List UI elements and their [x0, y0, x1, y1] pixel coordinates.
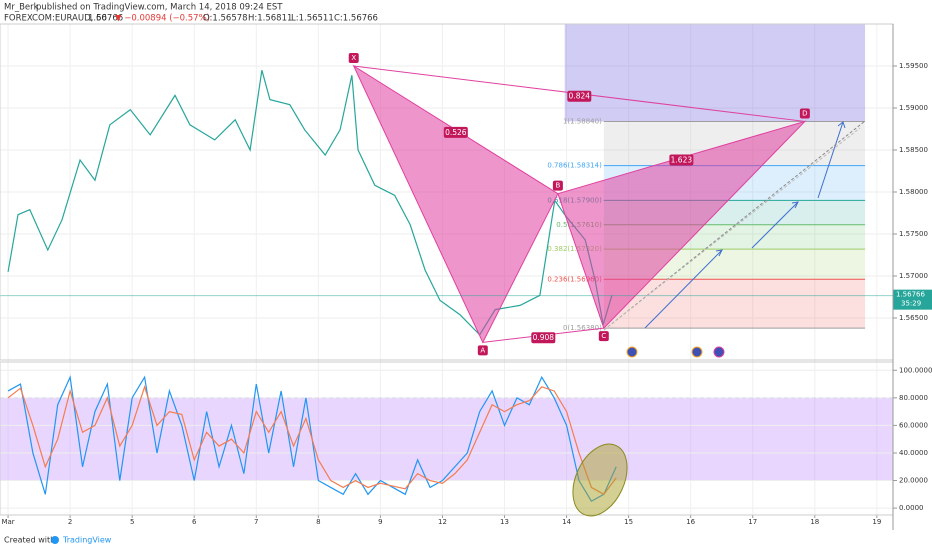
highlight-ellipse	[572, 443, 628, 517]
countdown: 35:29	[901, 300, 921, 308]
open: O:1.56578	[203, 14, 248, 24]
y-tick-label: 40.0000	[899, 449, 928, 457]
y-tick-label: 80.0000	[899, 394, 928, 402]
ratio-label: 0.908	[533, 333, 555, 342]
point-marker	[799, 108, 810, 119]
x-tick-label: 8	[316, 518, 320, 526]
ratio-label: 0.824	[569, 92, 591, 101]
ratio-box	[531, 332, 556, 344]
y-tick-label: 1.59500	[899, 62, 928, 70]
fib-label: 0.786(1.58314)	[547, 162, 602, 170]
event-icon[interactable]	[713, 346, 725, 358]
x-tick-label: 18	[810, 518, 819, 526]
point-label: B	[555, 182, 560, 190]
x-tick-label: 19	[872, 518, 881, 526]
series-line	[7, 70, 613, 336]
x-tick-label: Mar	[1, 518, 14, 526]
series-line	[7, 384, 617, 496]
high: H:1.56811	[248, 14, 292, 24]
y-tick-label: 20.0000	[899, 477, 928, 485]
ratio-box	[443, 126, 468, 138]
y-tick-label: 1.57000	[899, 272, 928, 280]
x-tick-label: 17	[748, 518, 757, 526]
ratio-label: 1.623	[671, 156, 693, 165]
published: published on TradingView.com, March 14, …	[36, 3, 283, 13]
point-label: A	[480, 346, 485, 354]
y-tick-label: 1.59000	[899, 104, 928, 112]
x-tick-label: 14	[562, 518, 571, 526]
ratio-label: 0.526	[445, 128, 467, 137]
low: L:1.56511	[291, 14, 334, 24]
point-marker	[348, 53, 359, 63]
y-tick-label: 0.0000	[899, 504, 924, 512]
x-tick-label: 15	[624, 518, 633, 526]
point-label: D	[802, 109, 807, 117]
x-tick-label: 7	[254, 518, 258, 526]
change: ▼ −0.00894 (−0.57%)	[115, 14, 210, 24]
fib-label: 1(1.58840)	[563, 117, 602, 125]
last: 1.56766	[88, 14, 123, 24]
point-label: X	[351, 54, 356, 62]
event-icons[interactable]	[626, 346, 725, 358]
event-icon[interactable]	[691, 346, 703, 358]
point-label: C	[601, 332, 606, 340]
ratio-box	[669, 154, 694, 166]
point-marker	[477, 345, 488, 356]
projection-box	[564, 24, 866, 122]
author[interactable]: Mr_Berk	[4, 3, 39, 13]
y-tick-label: 100.0000	[899, 366, 932, 374]
event-icon[interactable]	[626, 346, 638, 358]
last-price-box	[893, 289, 932, 310]
x-tick-label: 6	[192, 518, 197, 526]
symbol: FOREXCOM:EURAUD, 60	[4, 14, 107, 24]
x-tick-label: 5	[130, 518, 134, 526]
x-tick-label: 16	[686, 518, 695, 526]
point-marker	[598, 331, 609, 342]
x-tick-label: 12	[438, 518, 447, 526]
y-tick-label: 1.58000	[899, 188, 928, 196]
footer-brand[interactable]: TradingView	[62, 536, 112, 545]
brand-logo	[51, 536, 59, 544]
band-fill	[0, 397, 893, 481]
y-tick-label: 60.0000	[899, 421, 928, 429]
y-tick-label: 1.56500	[899, 314, 928, 322]
x-tick-label: 13	[500, 518, 509, 526]
last-price-label: 1.56766	[896, 291, 925, 299]
x-tick-label: 9	[378, 518, 382, 526]
fib-band	[603, 279, 866, 329]
y-tick-label: 1.58500	[899, 146, 928, 154]
footer-created: Created with	[4, 536, 55, 545]
x-tick-label: 2	[68, 518, 72, 526]
point-marker	[552, 180, 563, 191]
ratio-box	[567, 90, 592, 102]
y-tick-label: 1.57500	[899, 230, 928, 238]
close: C:1.56766	[334, 14, 378, 24]
fib-label: 0.236(1.56960)	[547, 275, 602, 283]
fib-label: 0(1.56380)	[563, 324, 602, 332]
arrows	[603, 120, 866, 331]
fib-label: 0.382(1.57320)	[547, 245, 602, 253]
